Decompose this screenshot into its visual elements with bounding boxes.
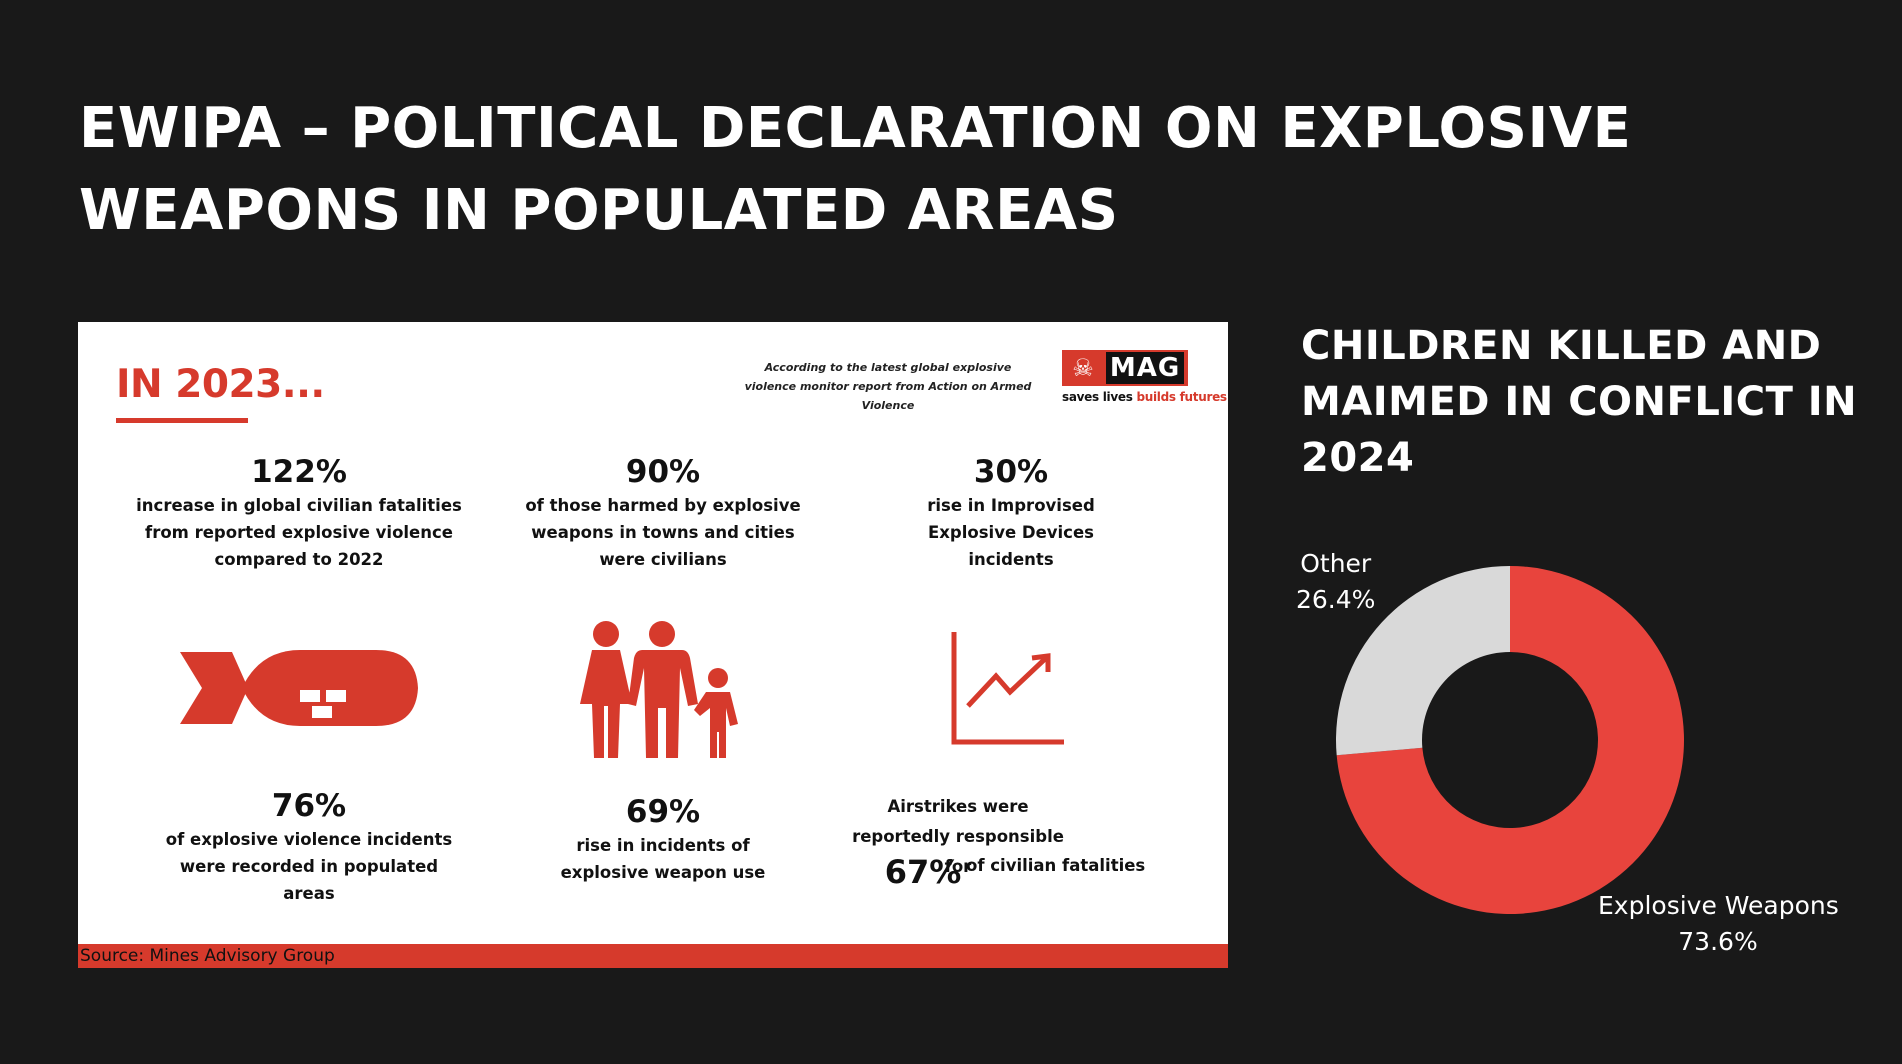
bomb-icon	[180, 650, 418, 726]
donut-slice-other	[1336, 566, 1510, 756]
skull-crossbones-icon: ☠	[1072, 354, 1094, 382]
stat-populated-areas: 76% of explosive violence incidents were…	[159, 786, 459, 907]
stat-explosive-weapon-use: 69% rise in incidents of explosive weapo…	[543, 792, 783, 886]
family-icon	[580, 621, 738, 758]
pie-label-explosive-value: 73.6%	[1678, 927, 1758, 956]
pie-label-explosive: Explosive Weapons 73.6%	[1598, 888, 1839, 960]
stat-number: 122%	[251, 454, 347, 490]
pie-label-other-name: Other	[1300, 549, 1372, 578]
mag-tagline: saves lives builds futures	[1062, 390, 1227, 404]
mag-tagline-part-a: saves lives	[1062, 390, 1137, 404]
stat-text: of those harmed by explosive weapons in …	[525, 496, 801, 569]
donut-chart	[1336, 566, 1684, 914]
stat-text: increase in global civilian fatalities f…	[136, 496, 462, 569]
stat-number: 30%	[973, 454, 1049, 490]
mag-wordmark: MAG	[1106, 352, 1184, 384]
stat-number: 69%	[625, 794, 701, 830]
stat-ied-incidents: 30% rise in Improvised Explosive Devices…	[911, 452, 1111, 573]
source-credit: Source: Mines Advisory Group	[80, 946, 335, 966]
report-note: According to the latest global explosive…	[744, 361, 1032, 412]
pie-label-explosive-name: Explosive Weapons	[1598, 891, 1839, 920]
mag-tagline-part-b: builds futures	[1136, 390, 1227, 404]
stat-text: of civilian fatalities	[966, 856, 1146, 875]
stat-civilians-harmed: 90% of those harmed by explosive weapons…	[513, 452, 813, 573]
rising-chart-icon	[951, 632, 1064, 745]
stat-text: rise in incidents of explosive weapon us…	[560, 836, 766, 882]
stat-airstrikes-outro: of civilian fatalities	[966, 852, 1146, 879]
stat-number: 76%	[271, 788, 347, 824]
stat-text: rise in Improvised Explosive Devices inc…	[927, 496, 1095, 569]
infographic-card: IN 2023... According to the latest globa…	[78, 322, 1228, 968]
stat-civilian-fatalities: 122% increase in global civilian fatalit…	[134, 452, 464, 573]
chart-title: CHILDREN KILLED AND MAIMED IN CONFLICT I…	[1301, 323, 1858, 481]
donut-slice-explosive-weapons	[1336, 566, 1684, 914]
heading-underline	[116, 418, 248, 423]
mag-logo-box: ☠ MAG	[1062, 350, 1188, 386]
stat-text: of explosive violence incidents were rec…	[165, 830, 453, 903]
infographic-heading: IN 2023...	[116, 362, 325, 407]
stat-number: 90%	[625, 454, 701, 490]
slide-title: EWIPA – POLITICAL DECLARATION ON EXPLOSI…	[79, 96, 1632, 243]
stat-text: Airstrikes were reportedly responsible f…	[852, 797, 1064, 876]
pie-label-other: Other 26.4%	[1296, 546, 1375, 618]
mag-logo: ☠ MAG saves lives builds futures	[1062, 350, 1227, 410]
stat-number: 67%	[884, 853, 962, 891]
pie-label-other-value: 26.4%	[1296, 585, 1376, 614]
stat-airstrikes: 67%	[878, 852, 968, 892]
stat-airstrikes-intro: Airstrikes were reportedly responsible f…	[848, 792, 1068, 882]
source-bar: Source: Mines Advisory Group	[78, 944, 1228, 968]
